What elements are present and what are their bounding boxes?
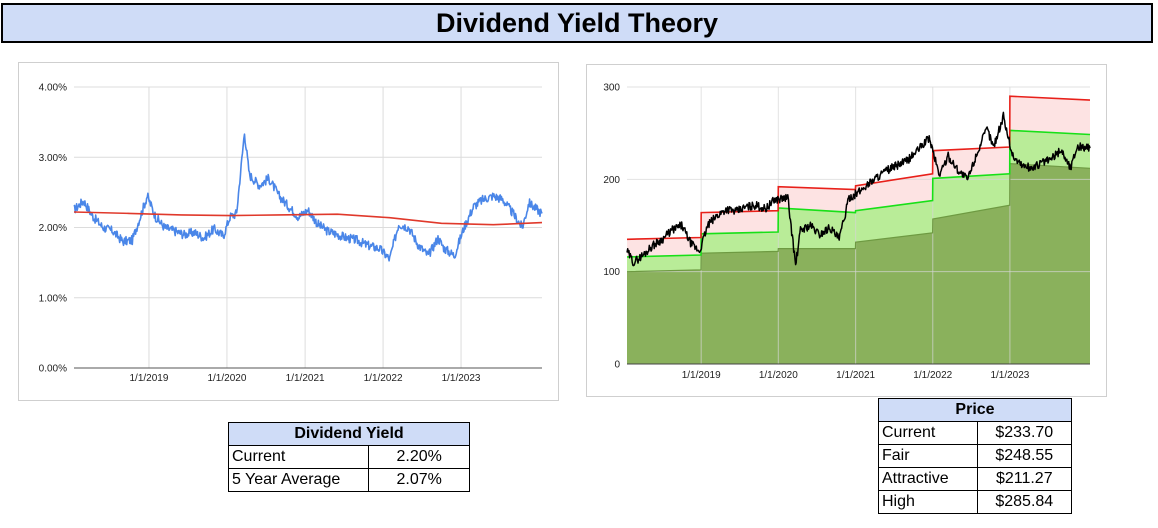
dividend-yield-table-header: Dividend Yield [228, 422, 470, 446]
x-tick-label: 1/1/2020 [207, 373, 246, 384]
price-table-header: Price [878, 398, 1072, 422]
average-yield-value: 2.07% [368, 468, 470, 492]
x-tick-label: 1/1/2020 [759, 370, 798, 381]
x-tick-label: 1/1/2022 [364, 373, 403, 384]
fair-value-band-area [627, 130, 1090, 272]
price-valuation-chart-svg: 1/1/2019 1/1/2020 1/1/2021 1/1/2022 1/1/2023… [603, 83, 1091, 381]
attractive-price-line [626, 162, 1091, 273]
dividend-yield-chart: 1/1/2019 1/1/2020 1/1/2021 1/1/2022 1/1/2023… [18, 62, 559, 401]
x-tick-label: 1/1/2019 [130, 373, 169, 384]
title-banner: Dividend Yield Theory [1, 3, 1153, 43]
average-yield-label: 5 Year Average [227, 468, 370, 492]
dividend-yield-table: Dividend Yield Current 2.20% 5 Year Aver… [227, 422, 470, 492]
attractive-price-area [627, 163, 1090, 364]
stock-price-line [626, 111, 1091, 267]
dividend-yield-chart-svg: 1/1/2019 1/1/2020 1/1/2021 1/1/2022 1/1/2023… [39, 83, 543, 384]
x-tick-label: 1/1/2021 [836, 370, 875, 381]
y-tick-label: 100 [603, 267, 620, 278]
y-tick-label: 200 [603, 175, 620, 186]
table-row: Attractive $211.27 [878, 467, 1073, 491]
current-yield-label: Current [227, 445, 370, 469]
y-gridlines [74, 86, 542, 369]
current-yield-value: 2.20% [368, 445, 470, 469]
high-price-value: $285.84 [976, 490, 1073, 514]
price-table: Price Current $233.70 Fair $248.55 Attra… [878, 398, 1073, 514]
x-tick-label: 1/1/2023 [990, 370, 1029, 381]
attractive-price-value: $211.27 [976, 467, 1073, 491]
attractive-price-label: Attractive [878, 467, 978, 491]
x-tick-label: 1/1/2021 [286, 373, 325, 384]
table-row: Fair $248.55 [878, 444, 1073, 468]
y-tick-label: 3.00% [39, 153, 67, 164]
fair-price-value: $248.55 [976, 444, 1073, 468]
y-tick-label: 2.00% [39, 223, 67, 234]
page-title: Dividend Yield Theory [435, 7, 719, 38]
dividend-yield-series-line [73, 133, 543, 262]
overvalued-band-area [627, 96, 1090, 257]
table-row: High $285.84 [878, 490, 1073, 514]
current-price-label: Current [878, 421, 978, 445]
fair-price-label: Fair [878, 444, 978, 468]
x-tick-label: 1/1/2019 [682, 370, 721, 381]
table-row: Current 2.20% [227, 445, 470, 469]
y-tick-label: 1.00% [39, 293, 67, 304]
y-tick-label: 0 [614, 360, 620, 371]
price-valuation-chart: 1/1/2019 1/1/2020 1/1/2021 1/1/2022 1/1/2023… [586, 64, 1107, 397]
current-price-value: $233.70 [976, 421, 1073, 445]
high-price-label: High [878, 490, 978, 514]
y-tick-label: 0.00% [39, 364, 67, 375]
x-tick-label: 1/1/2022 [913, 370, 952, 381]
table-row: Current $233.70 [878, 421, 1073, 445]
y-tick-label: 4.00% [39, 83, 67, 94]
five-year-average-line [73, 211, 543, 226]
table-row: 5 Year Average 2.07% [227, 468, 470, 492]
y-tick-label: 300 [603, 83, 620, 94]
x-tick-label: 1/1/2023 [442, 373, 481, 384]
